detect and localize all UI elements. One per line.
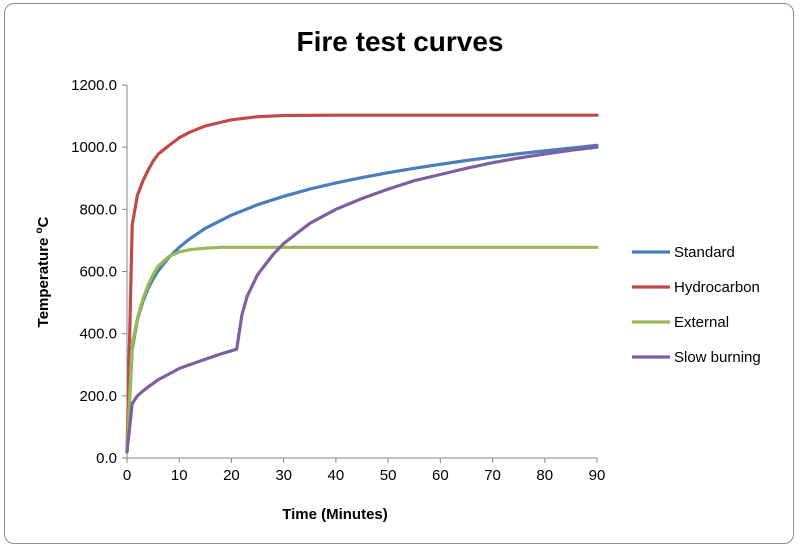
x-tick-label: 30 [275, 467, 292, 484]
legend-label-hydrocarbon: Hydrocarbon [674, 279, 760, 296]
y-tick-label: 1200.0 [71, 77, 117, 94]
y-tick-group: 0.0 200.0 400.0 600.0 800.0 1000.0 1200.0 [71, 77, 127, 467]
y-axis-unit-degree: o [34, 227, 45, 233]
series-line-standard [125, 143, 599, 454]
legend-label-external: External [674, 314, 729, 331]
legend-label-standard: Standard [674, 244, 735, 261]
x-tick-label: 10 [171, 467, 188, 484]
x-tick-label: 60 [432, 467, 449, 484]
plot-area: 0.0 200.0 400.0 600.0 800.0 1000.0 1200.0 0 10 2… [71, 77, 605, 484]
series-line-hydrocarbon [125, 113, 599, 454]
series-lines [125, 113, 599, 454]
chart-frame [4, 3, 794, 544]
y-axis-title: Temperature oC [34, 216, 52, 327]
chart-title: Fire test curves [297, 26, 504, 57]
legend-label-slow-burning: Slow burning [674, 349, 761, 366]
x-tick-label: 80 [536, 467, 553, 484]
x-axis-title: Time (Minutes) [282, 506, 388, 523]
x-tick-label: 90 [589, 467, 606, 484]
y-tick-label: 800.0 [79, 201, 117, 218]
x-tick-label: 0 [123, 467, 131, 484]
y-axis-unit-letter: C [35, 216, 52, 227]
series-line-external [125, 245, 599, 454]
y-tick-label: 0.0 [96, 450, 117, 467]
y-tick-label: 1000.0 [71, 139, 117, 156]
x-tick-label: 50 [380, 467, 397, 484]
svg-text:TemperatureoC: Temperature oC [34, 216, 52, 327]
legend: Standard Hydrocarbon External Slow burning [632, 244, 761, 366]
y-tick-label: 400.0 [79, 326, 117, 343]
y-tick-label: 200.0 [79, 388, 117, 405]
y-tick-label: 600.0 [79, 264, 117, 281]
x-tick-label: 70 [484, 467, 501, 484]
x-tick-group: 0 10 20 30 40 50 60 70 80 90 [123, 458, 606, 484]
x-tick-label: 40 [328, 467, 345, 484]
series-line-slow-burning [125, 145, 599, 454]
y-axis-title-text: Temperature [35, 238, 52, 328]
x-tick-label: 20 [223, 467, 240, 484]
